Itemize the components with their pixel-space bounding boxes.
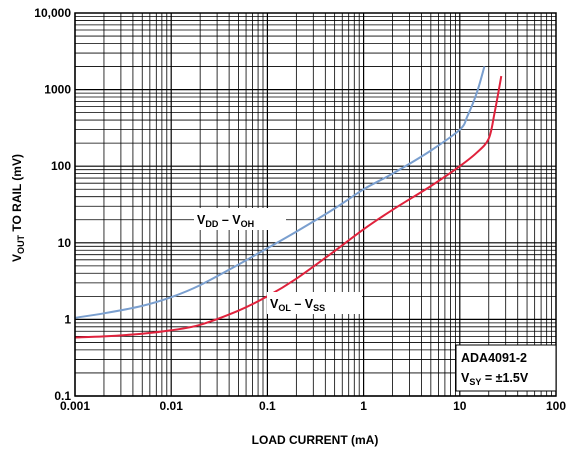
device-part-number: ADA4091-2 (461, 351, 527, 365)
series-label-vdd-voh-bg (194, 208, 286, 230)
x-tick-label: 1 (360, 399, 367, 413)
series-label-vol-vss-bg (267, 292, 362, 314)
y-tick-label: 10 (58, 236, 72, 250)
y-tick-label: 0.1 (54, 389, 71, 403)
series-label-vol-vss: VOL – VSS (270, 297, 325, 313)
y-tick-label: 1 (64, 312, 71, 326)
y-tick-labels: 0.1 1 10 100 1000 10,000 (34, 6, 71, 403)
x-tick-label: 0.001 (60, 399, 90, 413)
grid-lines (74, 13, 556, 397)
x-axis-title: LOAD CURRENT (mA) (252, 433, 379, 447)
x-tick-label: 100 (546, 399, 566, 413)
x-tick-label: 0.01 (160, 399, 184, 413)
y-tick-label: 1000 (44, 83, 71, 97)
series-line-vol-vss (74, 75, 503, 339)
series-lines (74, 66, 503, 339)
device-info-box (455, 344, 557, 392)
x-tick-label: 10 (453, 399, 467, 413)
series-line-vdd-voh (74, 66, 486, 319)
series-label-vdd-voh: VDD – VOH (197, 213, 254, 229)
y-tick-label: 10,000 (34, 6, 71, 20)
y-tick-label: 100 (51, 159, 71, 173)
x-tick-labels: 0.001 0.01 0.1 1 10 100 (60, 399, 566, 413)
plot-frame (74, 12, 557, 397)
x-tick-label: 0.1 (259, 399, 276, 413)
y-axis-title: VOUT TO RAIL (mV) (10, 154, 26, 262)
supply-voltage-label: VSY = ±1.5V (461, 371, 529, 387)
